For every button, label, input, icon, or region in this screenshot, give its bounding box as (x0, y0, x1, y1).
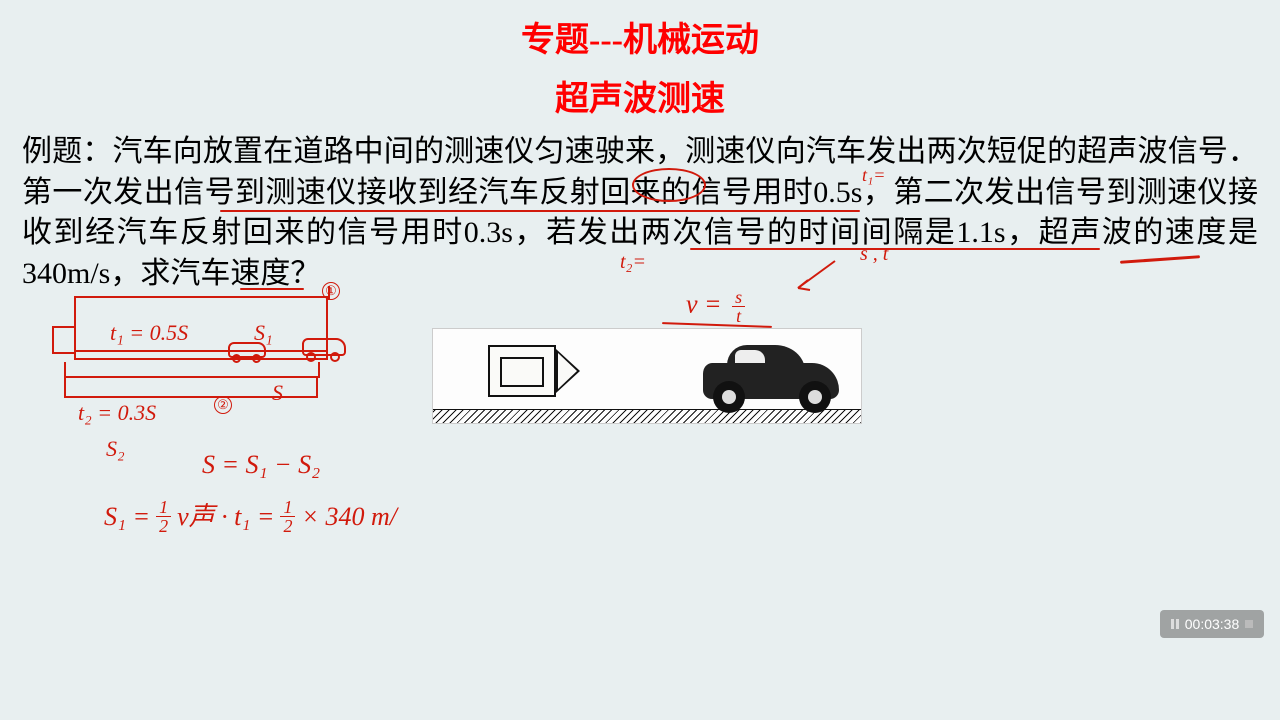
s1-f1d: 2 (156, 517, 171, 535)
s1-f2d: 2 (280, 517, 295, 535)
frac-den: t (732, 307, 745, 325)
diagram-outer-2 (64, 362, 320, 378)
hw-t1-eq: t₁= (862, 166, 885, 184)
bracket-tick-l (64, 378, 66, 398)
bracket-line (64, 396, 318, 398)
s1-f2n: 1 (280, 498, 295, 517)
page-title-2: 超声波测速 (0, 71, 1280, 120)
hw-s-t: s , t (860, 244, 888, 264)
s1-left: S₁ = (104, 504, 150, 530)
sensor-horn-icon (556, 349, 580, 393)
circle-annotation (632, 168, 706, 202)
timer-badge[interactable]: 00:03:38 (1160, 610, 1264, 638)
timer-text: 00:03:38 (1185, 616, 1240, 632)
circle-2-label: ② (214, 396, 232, 414)
underline-4 (240, 288, 304, 290)
bracket-tick-r (316, 378, 318, 398)
hw-s-label: S (272, 382, 283, 404)
hw-t2-eq: t₂= (620, 252, 646, 272)
hw-t2-label: t₂ = 0.3S (78, 402, 156, 424)
hw-v-equals: v = s t (686, 288, 745, 325)
pause-icon (1171, 619, 1179, 629)
sensor-sketch-icon (52, 326, 74, 354)
frac-num: s (732, 288, 745, 307)
page-title-1: 专题---机械运动 (0, 0, 1280, 61)
diagram-inner-line (74, 350, 328, 352)
sensor-icon (488, 345, 556, 397)
s1-mid: v声 · t₁ = (177, 504, 274, 530)
car-sketch-2-wheel-icon (232, 354, 241, 363)
arrow-icon (790, 258, 840, 298)
car-icon (697, 341, 847, 411)
hw-t1-label: t₁ = 0.5S (110, 322, 188, 344)
stop-icon (1245, 620, 1253, 628)
hw-formula-s1: S₁ = 1 2 v声 · t₁ = 1 2 × 340 m/ (104, 498, 397, 535)
v-eq-left: v = (686, 289, 722, 318)
road-hatch (433, 409, 861, 423)
hw-s2-label: S₂ (106, 438, 125, 460)
s1-f1n: 1 (156, 498, 171, 517)
hw-s1-label: S₁ (254, 322, 273, 344)
car-sketch-1-wheel-icon (306, 352, 316, 362)
illustration (432, 328, 862, 424)
circle-1-label: ① (322, 282, 340, 300)
underline-2 (690, 248, 1100, 250)
s1-right: × 340 m/ (301, 504, 397, 530)
car-sketch-1-wheel2-icon (330, 352, 340, 362)
car-sketch-2-wheel2-icon (252, 354, 261, 363)
hw-formula-s: S = S₁ − S₂ (202, 452, 320, 478)
underline-1 (220, 210, 860, 212)
